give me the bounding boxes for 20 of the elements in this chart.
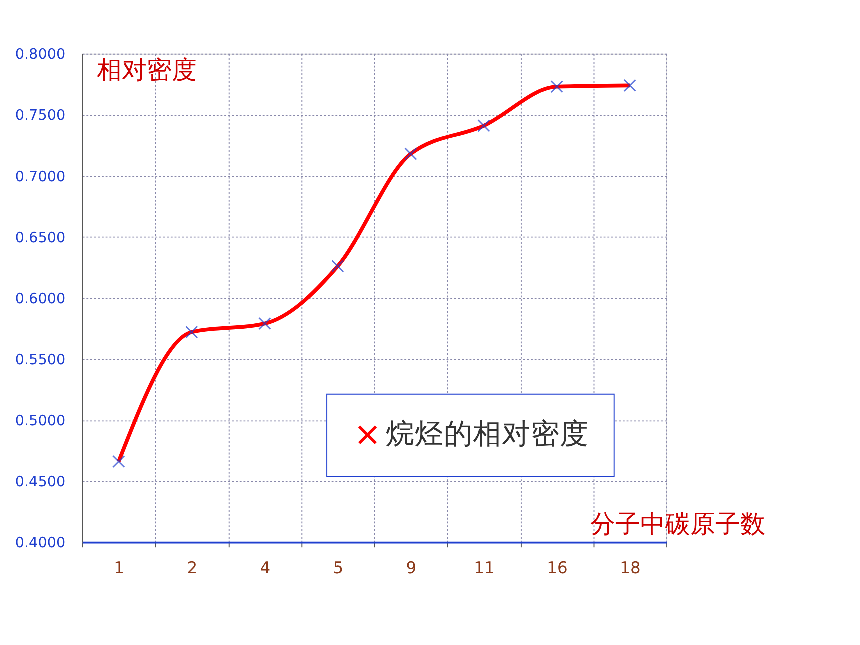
y-tick-label: 0.7000 <box>15 169 66 186</box>
x-tick-label: 9 <box>406 558 417 578</box>
x-tick-label: 18 <box>620 558 641 578</box>
y-tick-label: 0.8000 <box>15 47 66 64</box>
y-tick-label: 0.5000 <box>15 413 66 430</box>
x-axis-title: 分子中碳原子数 <box>590 509 766 538</box>
y-tick-label: 0.4000 <box>15 536 66 552</box>
legend-label: 烷烃的相对密度 <box>386 416 589 451</box>
y-tick-label: 0.5500 <box>15 352 66 368</box>
x-tick-label: 1 <box>114 558 125 578</box>
x-tick-label: 2 <box>187 558 198 578</box>
x-tick-label: 11 <box>474 558 495 578</box>
y-tick-label: 0.6500 <box>15 230 66 246</box>
y-axis-title: 相对密度 <box>97 55 198 84</box>
x-tick-label: 4 <box>260 558 271 578</box>
x-tick-label: 5 <box>333 558 344 578</box>
y-tick-label: 0.6000 <box>15 291 66 308</box>
y-tick-label: 0.4500 <box>15 474 66 491</box>
x-tick-label: 16 <box>547 558 568 578</box>
y-tick-label: 0.7500 <box>15 108 66 124</box>
